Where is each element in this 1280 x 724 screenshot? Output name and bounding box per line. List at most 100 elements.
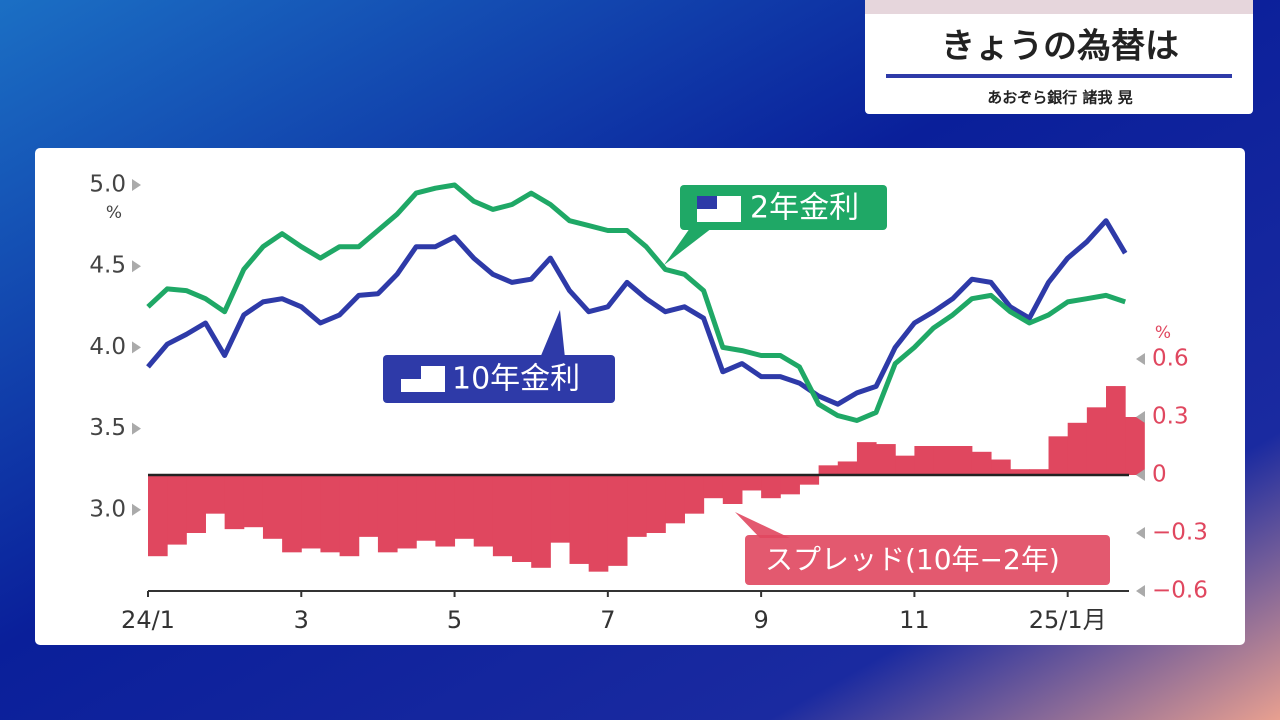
spread-bar: [837, 461, 858, 475]
spread-bar: [703, 475, 724, 499]
spread-bar: [971, 451, 992, 475]
spread-bar: [684, 475, 705, 514]
series-label: 2年金利: [750, 191, 859, 226]
spread-bar: [339, 475, 360, 557]
y-tick-label: 3.5: [89, 415, 126, 441]
spread-bar: [512, 475, 532, 562]
spread-bar: [531, 475, 551, 568]
spread-bar: [454, 475, 475, 539]
x-tick-label: 3: [294, 606, 309, 634]
callout-tail: [540, 310, 565, 358]
spread-bar: [1106, 386, 1126, 475]
y2-tick: [1136, 469, 1145, 481]
spread-bar: [492, 475, 513, 557]
y2-tick: [1136, 585, 1145, 597]
spread-bar: [1067, 422, 1088, 475]
series-line: [146, 218, 1128, 407]
x-tick-label: 24/1: [121, 606, 175, 634]
series-line: [146, 182, 1127, 423]
header-strip: [865, 0, 1253, 14]
y2-tick: [1136, 353, 1145, 365]
callout-spread: スプレッド(10年−2年): [735, 512, 1110, 585]
header-subtitle: あおぞら銀行 諸我 晃: [987, 89, 1132, 107]
y2-tick-label: −0.6: [1152, 578, 1208, 604]
spread-bar: [282, 475, 302, 553]
spread-bar: [435, 475, 456, 547]
spread-bar: [933, 446, 954, 475]
y-tick: [132, 341, 141, 354]
spread-bar: [358, 475, 379, 537]
spread-bar: [895, 455, 915, 475]
spread-bar: [148, 475, 168, 557]
spread-bar: [1048, 436, 1069, 475]
spread-bar: [818, 465, 839, 475]
y-tick-label: 3.0: [89, 496, 126, 522]
spread-bar: [550, 475, 571, 543]
flag-canton: [401, 366, 421, 379]
spread-bar: [665, 475, 685, 524]
spread-bar: [377, 475, 398, 553]
header-rule: [886, 74, 1232, 78]
spread-bar: [320, 475, 341, 553]
spread-bar: [167, 475, 187, 545]
callout-10y: 10年金利: [383, 310, 615, 403]
y2-tick-label: 0.3: [1152, 404, 1189, 430]
spread-bar: [569, 475, 590, 564]
series-label: 10年金利: [452, 362, 580, 397]
spread-bar: [1086, 407, 1107, 475]
spread-bar: [722, 475, 743, 504]
series-label: スプレッド(10年−2年): [765, 543, 1060, 576]
header-box: [865, 0, 1253, 114]
spread-bar: [761, 475, 781, 499]
spread-bar: [224, 475, 245, 530]
spread-bar: [646, 475, 666, 533]
y-tick-label: 4.5: [89, 253, 126, 279]
y-tick: [132, 260, 141, 273]
x-tick-label: 11: [899, 606, 930, 634]
spread-bar: [397, 475, 417, 549]
y2-tick-label: 0.6: [1152, 346, 1189, 372]
spread-bar: [243, 475, 264, 528]
y-tick: [132, 422, 141, 435]
spread-bar: [627, 475, 647, 537]
flag-canton: [697, 196, 717, 209]
x-tick-label: 5: [447, 606, 462, 634]
spread-bar: [1125, 417, 1145, 475]
spread-bar: [607, 475, 628, 566]
spread-bar: [301, 475, 321, 549]
y-tick-label: 4.0: [89, 334, 126, 360]
spread-bar: [876, 444, 896, 475]
y2-tick-label: −0.3: [1152, 520, 1208, 546]
plot: 24/1 3 5 7 9 11 25/1月 3.0 3.5 4.0 4.5 5.0% −0.6 −0.3 0…: [89, 172, 1207, 635]
y-unit: %: [106, 203, 122, 223]
spread-bar: [952, 446, 973, 475]
y2-tick-label: 0: [1152, 462, 1167, 488]
spread-bar: [780, 475, 800, 495]
y2-tick: [1136, 527, 1145, 539]
spread-bar: [205, 475, 226, 514]
callout-box: [745, 535, 1110, 585]
spread-bar: [416, 475, 436, 541]
callout-2y: 2年金利: [664, 185, 887, 265]
x-tick-label: 9: [753, 606, 768, 634]
callout-tail: [735, 512, 790, 538]
y-tick: [132, 503, 141, 516]
spread-bar: [741, 475, 762, 491]
spread-bar: [1010, 469, 1030, 475]
y2-unit: %: [1155, 323, 1171, 343]
spread-bar: [473, 475, 494, 547]
y-tick: [132, 179, 141, 191]
y2-tick: [1136, 411, 1145, 423]
spread-bar: [914, 446, 935, 475]
x-tick-label: 7: [600, 606, 615, 634]
spread-bar: [186, 475, 206, 533]
spread-bar: [1029, 469, 1050, 475]
header-title: きょうの為替は: [941, 27, 1179, 67]
callout-tail: [664, 228, 712, 265]
spread-bar: [799, 475, 820, 485]
spread-bar: [991, 459, 1011, 475]
spread-bar: [588, 475, 609, 572]
x-tick-label: 25/1月: [1029, 606, 1107, 634]
spread-bar: [262, 475, 283, 539]
